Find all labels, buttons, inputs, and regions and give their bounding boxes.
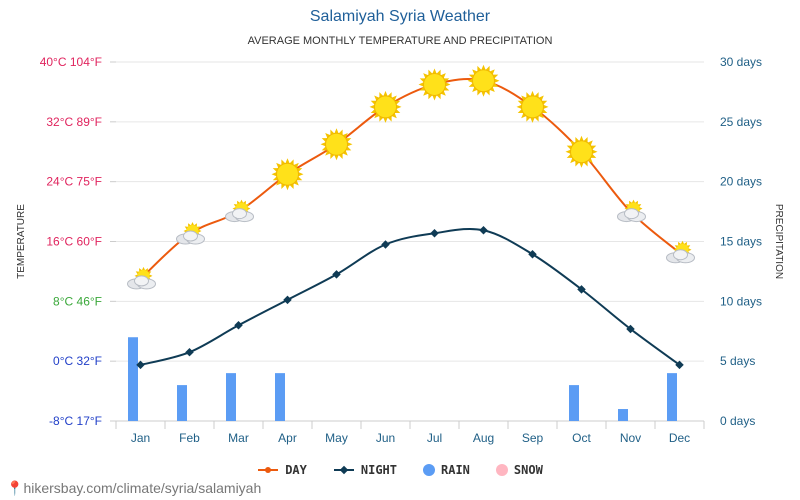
night-point [185, 347, 194, 357]
y-tick-label-left: -8°C 17°F [49, 414, 102, 428]
night-point [381, 240, 390, 249]
sun-disc [472, 69, 495, 93]
sun-disc [423, 72, 446, 96]
chart-legend: DAY NIGHT RAIN SNOW [0, 463, 800, 477]
partly-cloudy-icon [176, 222, 205, 245]
night-point [283, 295, 292, 305]
legend-item-rain[interactable]: RAIN [423, 463, 470, 477]
cloud-part [624, 208, 639, 220]
x-tick-label: Dec [669, 431, 690, 445]
rain-bar [569, 385, 579, 421]
y-tick-label-right: 5 days [720, 354, 755, 368]
cloud-part [183, 230, 198, 242]
x-tick-label: Feb [179, 431, 200, 445]
y-tick-label-right: 0 days [720, 414, 755, 428]
sun-icon [320, 128, 353, 161]
x-tick-label: Oct [572, 431, 591, 445]
x-tick-label: Nov [620, 431, 641, 445]
night-point [234, 321, 243, 330]
chart-subtitle: AVERAGE MONTHLY TEMPERATURE AND PRECIPIT… [247, 35, 553, 47]
x-tick-label: Jan [131, 431, 150, 445]
sun-disc [521, 95, 544, 119]
night-line [140, 227, 681, 366]
y-tick-label-left: 32°C 89°F [46, 115, 102, 129]
y-tick-label-right: 30 days [720, 55, 762, 69]
y-tick-label-right: 15 days [720, 235, 762, 249]
legend-label-rain: RAIN [441, 463, 470, 477]
sun-icon [467, 64, 500, 97]
night-line-icon [333, 465, 354, 475]
chart-title: Salamiyah Syria Weather [309, 8, 491, 25]
rain-bar [177, 385, 187, 421]
y-tick-label-right: 25 days [720, 115, 762, 129]
partly-cloudy-icon [127, 266, 156, 290]
x-tick-label: Jul [427, 431, 442, 445]
y-tick-label-left: 8°C 46°F [53, 294, 102, 308]
partly-cloudy-icon [617, 199, 646, 223]
cloud-part [134, 275, 149, 287]
sun-icon [516, 90, 549, 123]
x-tick-label: Jun [376, 431, 395, 445]
footer-link[interactable]: 📍hikersbay.com/climate/syria/salamiyah [6, 480, 261, 497]
sun-disc [374, 95, 397, 119]
legend-label-snow: SNOW [513, 463, 543, 477]
x-tick-label: Aug [473, 431, 494, 445]
x-tick-label: Sep [522, 431, 544, 445]
night-point [577, 285, 586, 294]
sun-disc [570, 140, 593, 164]
partly-cloudy-icon [225, 199, 254, 223]
y-tick-label-left: 16°C 60°F [46, 235, 102, 249]
legend-item-day[interactable]: DAY [257, 463, 307, 477]
cloud-part [232, 208, 247, 220]
footer-url: hikersbay.com/climate/syria/salamiyah [23, 480, 262, 496]
night-point [626, 324, 635, 334]
rain-bar [667, 373, 677, 421]
y-tick-label-left: 40°C 104°F [40, 55, 102, 69]
night-point [332, 270, 341, 279]
sun-icon [418, 68, 451, 101]
rain-bar [226, 373, 236, 421]
sun-icon [271, 158, 304, 191]
y-tick-label-right: 20 days [720, 175, 762, 189]
day-line [139, 78, 681, 280]
rain-dot-icon [423, 464, 435, 476]
sun-icon [565, 135, 598, 168]
location-pin-icon: 📍 [6, 480, 24, 496]
rain-bar [128, 337, 138, 421]
x-tick-label: Apr [278, 431, 297, 445]
y-tick-label-left: 0°C 32°F [53, 354, 102, 368]
y-axis-title-right: PRECIPITATION [773, 204, 784, 279]
sun-icon [369, 90, 402, 123]
night-point [675, 360, 684, 370]
night-point [136, 360, 145, 370]
night-point [479, 226, 488, 235]
x-tick-label: May [325, 431, 348, 445]
partly-cloudy-icon [666, 240, 695, 264]
night-point [430, 229, 439, 238]
legend-item-night[interactable]: NIGHT [333, 463, 397, 477]
y-axis-title-left: TEMPERATURE [16, 204, 27, 279]
y-tick-label-left: 24°C 75°F [46, 175, 102, 189]
legend-label-night: NIGHT [360, 463, 397, 477]
legend-label-day: DAY [285, 463, 307, 477]
rain-bar [618, 409, 628, 421]
rain-bar [275, 373, 285, 421]
cloud-part [673, 249, 688, 261]
y-tick-label-right: 10 days [720, 294, 762, 308]
sun-disc [276, 162, 299, 186]
legend-item-snow[interactable]: SNOW [495, 463, 543, 477]
day-line-icon [258, 467, 279, 473]
snow-dot-icon [495, 464, 508, 476]
sun-disc [325, 132, 348, 156]
x-tick-label: Mar [228, 431, 249, 445]
